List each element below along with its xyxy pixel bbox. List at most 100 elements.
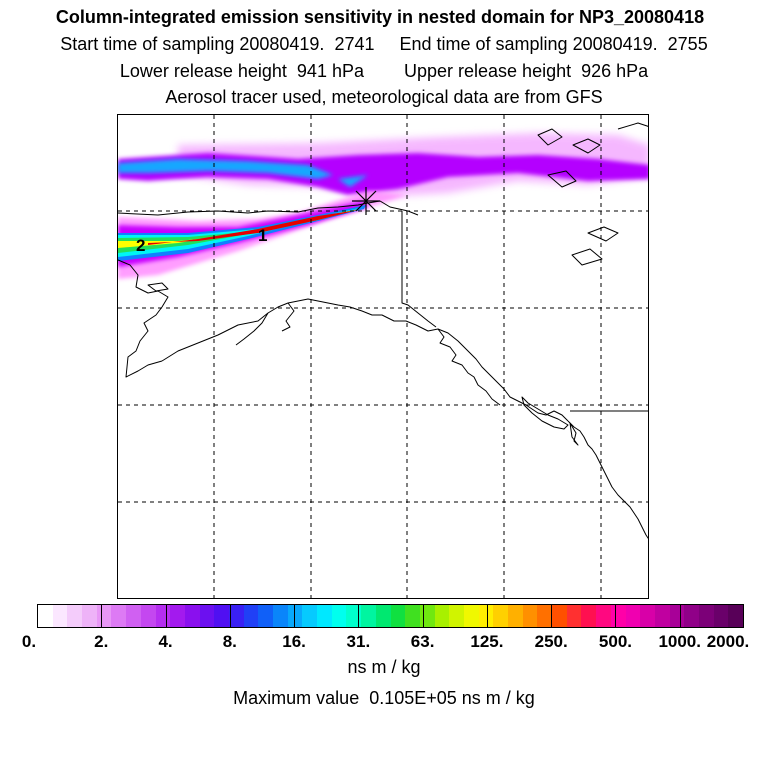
colorbar-divider <box>551 604 552 628</box>
colorbar-segment <box>566 605 582 627</box>
map-panel: 2 1 <box>117 114 649 599</box>
colorbar-divider <box>680 604 681 628</box>
colorbar-segment <box>493 605 508 627</box>
colorbar-segment <box>537 605 553 627</box>
colorbar-divider <box>230 604 231 628</box>
colorbar-tick-label: 500. <box>598 632 632 651</box>
canada-islands <box>537 122 648 266</box>
colorbar-unit: ns m / kg <box>347 657 421 677</box>
annotation-label: 1 <box>258 226 267 245</box>
alaska-west-coast <box>118 259 169 378</box>
colorbar-divider <box>101 604 102 628</box>
release-height-line: Lower release height 941 hPa Upper relea… <box>119 61 649 81</box>
colorbar <box>37 604 744 628</box>
colorbar-segment <box>140 605 156 627</box>
alaska-canada-border <box>401 211 437 328</box>
colorbar-divider <box>423 604 424 628</box>
puget-sound <box>569 422 579 446</box>
colorbar-segment <box>581 605 597 627</box>
colorbar-segment <box>111 605 127 627</box>
colorbar-tick-label: 4. <box>158 632 173 651</box>
upper-core-lower <box>338 175 368 187</box>
alaska-north-coast <box>118 200 419 216</box>
colorbar-segment <box>214 605 229 627</box>
colorbar-segment <box>346 605 362 627</box>
colorbar-segment <box>82 605 97 627</box>
colorbar-segment <box>552 605 567 627</box>
colorbar-segment <box>96 605 112 627</box>
colorbar-segment <box>434 605 450 627</box>
colorbar-segment <box>713 605 729 627</box>
colorbar-divider <box>615 604 616 628</box>
upper-plume <box>118 133 648 197</box>
colorbar-segment <box>317 605 332 627</box>
colorbar-tick-label: 63. <box>410 632 435 651</box>
colorbar-segment <box>478 605 494 627</box>
map-canvas: 2 1 <box>118 115 648 598</box>
map-title: Column-integrated emission sensitivity i… <box>55 7 705 27</box>
colorbar-tick-label: 16. <box>282 632 306 651</box>
annotation-label: 2 <box>136 236 145 255</box>
colorbar-tick-label: 250. <box>534 632 568 651</box>
lower-red <box>148 210 358 245</box>
colorbar-segment <box>155 605 171 627</box>
upper-core <box>118 159 333 179</box>
colorbar-segment <box>243 605 259 627</box>
st-lawrence-island <box>147 282 169 292</box>
colorbar-segment <box>184 605 200 627</box>
colorbar-tick-label: 2000. <box>706 632 750 651</box>
colorbar-segment <box>654 605 670 627</box>
colorbar-segment <box>508 605 523 627</box>
colorbar-tick-label: 125. <box>470 632 504 651</box>
max-value-label: Maximum value 0.105E+05 ns m / kg <box>233 688 535 708</box>
colorbar-segment <box>361 605 376 627</box>
kenai-kodiak <box>235 302 295 346</box>
colorbar-segment <box>258 605 273 627</box>
colorbar-segment <box>698 605 714 627</box>
colorbar-segment <box>331 605 347 627</box>
bc-coast <box>567 420 648 539</box>
colorbar-segment <box>390 605 406 627</box>
colorbar-segment <box>287 605 303 627</box>
lower-plume <box>118 191 408 279</box>
colorbar-segment <box>625 605 641 627</box>
sampling-time-line: Start time of sampling 20080419. 2741 En… <box>60 34 708 54</box>
colorbar-divider <box>358 604 359 628</box>
colorbar-segment <box>463 605 479 627</box>
colorbar-segment <box>228 605 244 627</box>
alaska-south-coast <box>161 298 569 422</box>
colorbar-segment <box>449 605 464 627</box>
colorbar-divider <box>487 604 488 628</box>
colorbar-segment <box>170 605 185 627</box>
colorbar-segment <box>640 605 655 627</box>
lower-yellow <box>118 209 360 248</box>
colorbar-segment <box>596 605 611 627</box>
colorbar-divider <box>294 604 295 628</box>
coastlines <box>118 122 648 539</box>
release-point-icon <box>352 187 380 215</box>
colorbar-segment <box>38 605 53 627</box>
colorbar-segment <box>669 605 685 627</box>
colorbar-segment <box>684 605 699 627</box>
colorbar-tick-label: 1000. <box>658 632 701 651</box>
tracer-info-line: Aerosol tracer used, meteorological data… <box>165 87 603 107</box>
colorbar-tick-label: 2. <box>94 632 109 651</box>
colorbar-segment <box>302 605 318 627</box>
colorbar-divider <box>166 604 167 628</box>
colorbar-segment <box>522 605 538 627</box>
colorbar-segment <box>610 605 626 627</box>
colorbar-segment <box>126 605 141 627</box>
vancouver-island <box>521 396 569 430</box>
colorbar-tick-label: 8. <box>222 632 237 651</box>
colorbar-segment <box>375 605 391 627</box>
panhandle-islands <box>437 328 501 406</box>
colorbar-tick-label: 31. <box>346 632 371 651</box>
colorbar-segment <box>67 605 83 627</box>
colorbar-tick-label: 0. <box>21 632 37 651</box>
colorbar-segment <box>728 605 743 627</box>
colorbar-segment <box>405 605 420 627</box>
colorbar-tick-labels: 0. 2. 4. 8. 16. 31. 63. 125. 250. 500. 1000. 2000. <box>0 632 768 654</box>
colorbar-segment <box>52 605 68 627</box>
colorbar-segment <box>273 605 288 627</box>
colorbar-segment <box>199 605 215 627</box>
